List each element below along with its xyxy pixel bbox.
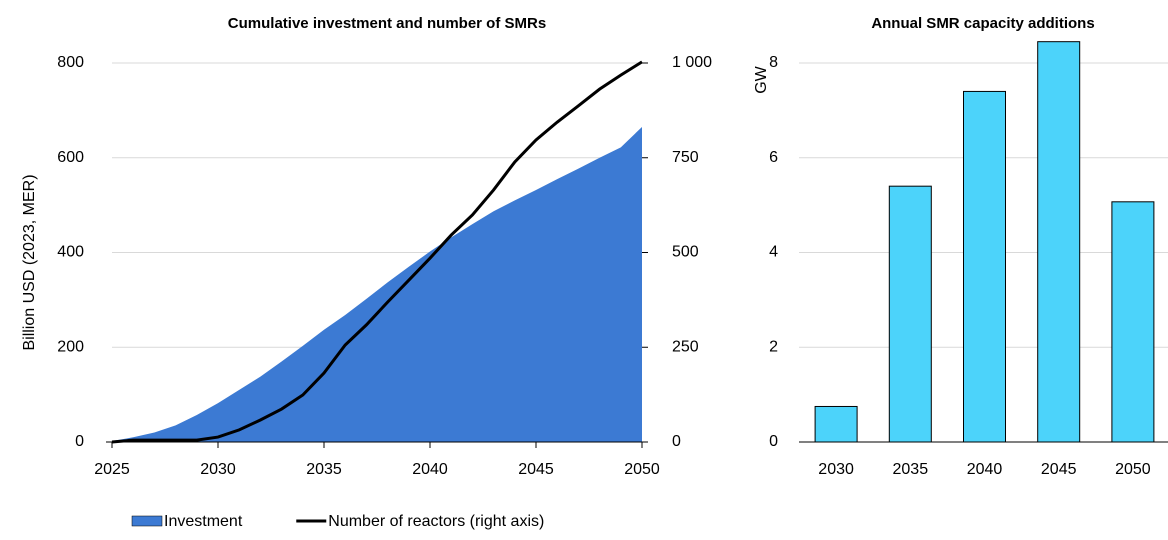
- y-tick-label: 800: [57, 54, 84, 71]
- y-tick-label: 0: [75, 433, 84, 450]
- x-tick-label: 2035: [306, 461, 342, 478]
- y-tick-label: 200: [57, 338, 84, 355]
- bar: [1111, 201, 1155, 443]
- y-tick-label: 8: [769, 54, 778, 71]
- x-tick-label: 2045: [518, 461, 554, 478]
- x-tick-label: 2045: [1041, 461, 1077, 478]
- y-tick-label: 4: [769, 244, 778, 261]
- bar: [888, 185, 932, 443]
- legend-label: Number of reactors (right axis): [328, 513, 544, 530]
- x-tick-label: 2030: [200, 461, 236, 478]
- x-tick-label: 2050: [1115, 461, 1151, 478]
- x-tick-label: 2035: [893, 461, 929, 478]
- bar: [814, 405, 858, 443]
- chart-title: Annual SMR capacity additions: [871, 15, 1094, 32]
- chart-title: Cumulative investment and number of SMRs: [228, 15, 546, 32]
- y-tick-label: 0: [769, 433, 778, 450]
- y-tick-label: 400: [57, 244, 84, 261]
- y-tick-label: 2: [769, 338, 778, 355]
- y2-tick-label: 1 000: [672, 54, 712, 71]
- y-axis-label: GW: [753, 65, 770, 93]
- bar: [1037, 41, 1081, 443]
- bar: [963, 90, 1006, 443]
- y-axis-label: Billion USD (2023, MER): [21, 174, 38, 350]
- legend-label: Investment: [164, 513, 243, 530]
- legend-swatch: [131, 515, 163, 527]
- x-tick-label: 2025: [94, 461, 130, 478]
- x-tick-label: 2050: [624, 461, 660, 478]
- line: [111, 60, 643, 444]
- x-tick-label: 2030: [818, 461, 854, 478]
- y2-tick-label: 250: [672, 338, 699, 355]
- area: [112, 126, 642, 443]
- y2-tick-label: 750: [672, 149, 699, 166]
- y-tick-label: 600: [57, 149, 84, 166]
- x-tick-label: 2040: [967, 461, 1003, 478]
- y2-tick-label: 500: [672, 244, 699, 261]
- y2-tick-label: 0: [672, 433, 681, 450]
- x-tick-label: 2040: [412, 461, 448, 478]
- y-tick-label: 6: [769, 149, 778, 166]
